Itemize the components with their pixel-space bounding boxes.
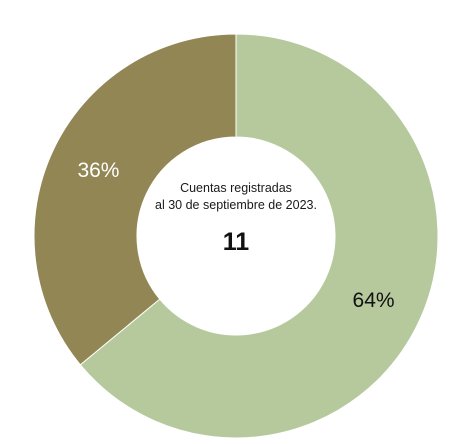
center-caption-line-2: al 30 de septiembre de 2023. (155, 198, 317, 212)
donut-slice-64 (79, 33, 439, 439)
slice-label-36: 36% (77, 159, 120, 183)
center-caption: Cuentas registradas al 30 de septiembre … (126, 180, 346, 214)
center-caption-line-1: Cuentas registradas (180, 181, 292, 195)
center-value: 11 (222, 228, 250, 256)
slice-label-64: 64% (352, 288, 395, 312)
donut-slice-36 (33, 33, 237, 366)
